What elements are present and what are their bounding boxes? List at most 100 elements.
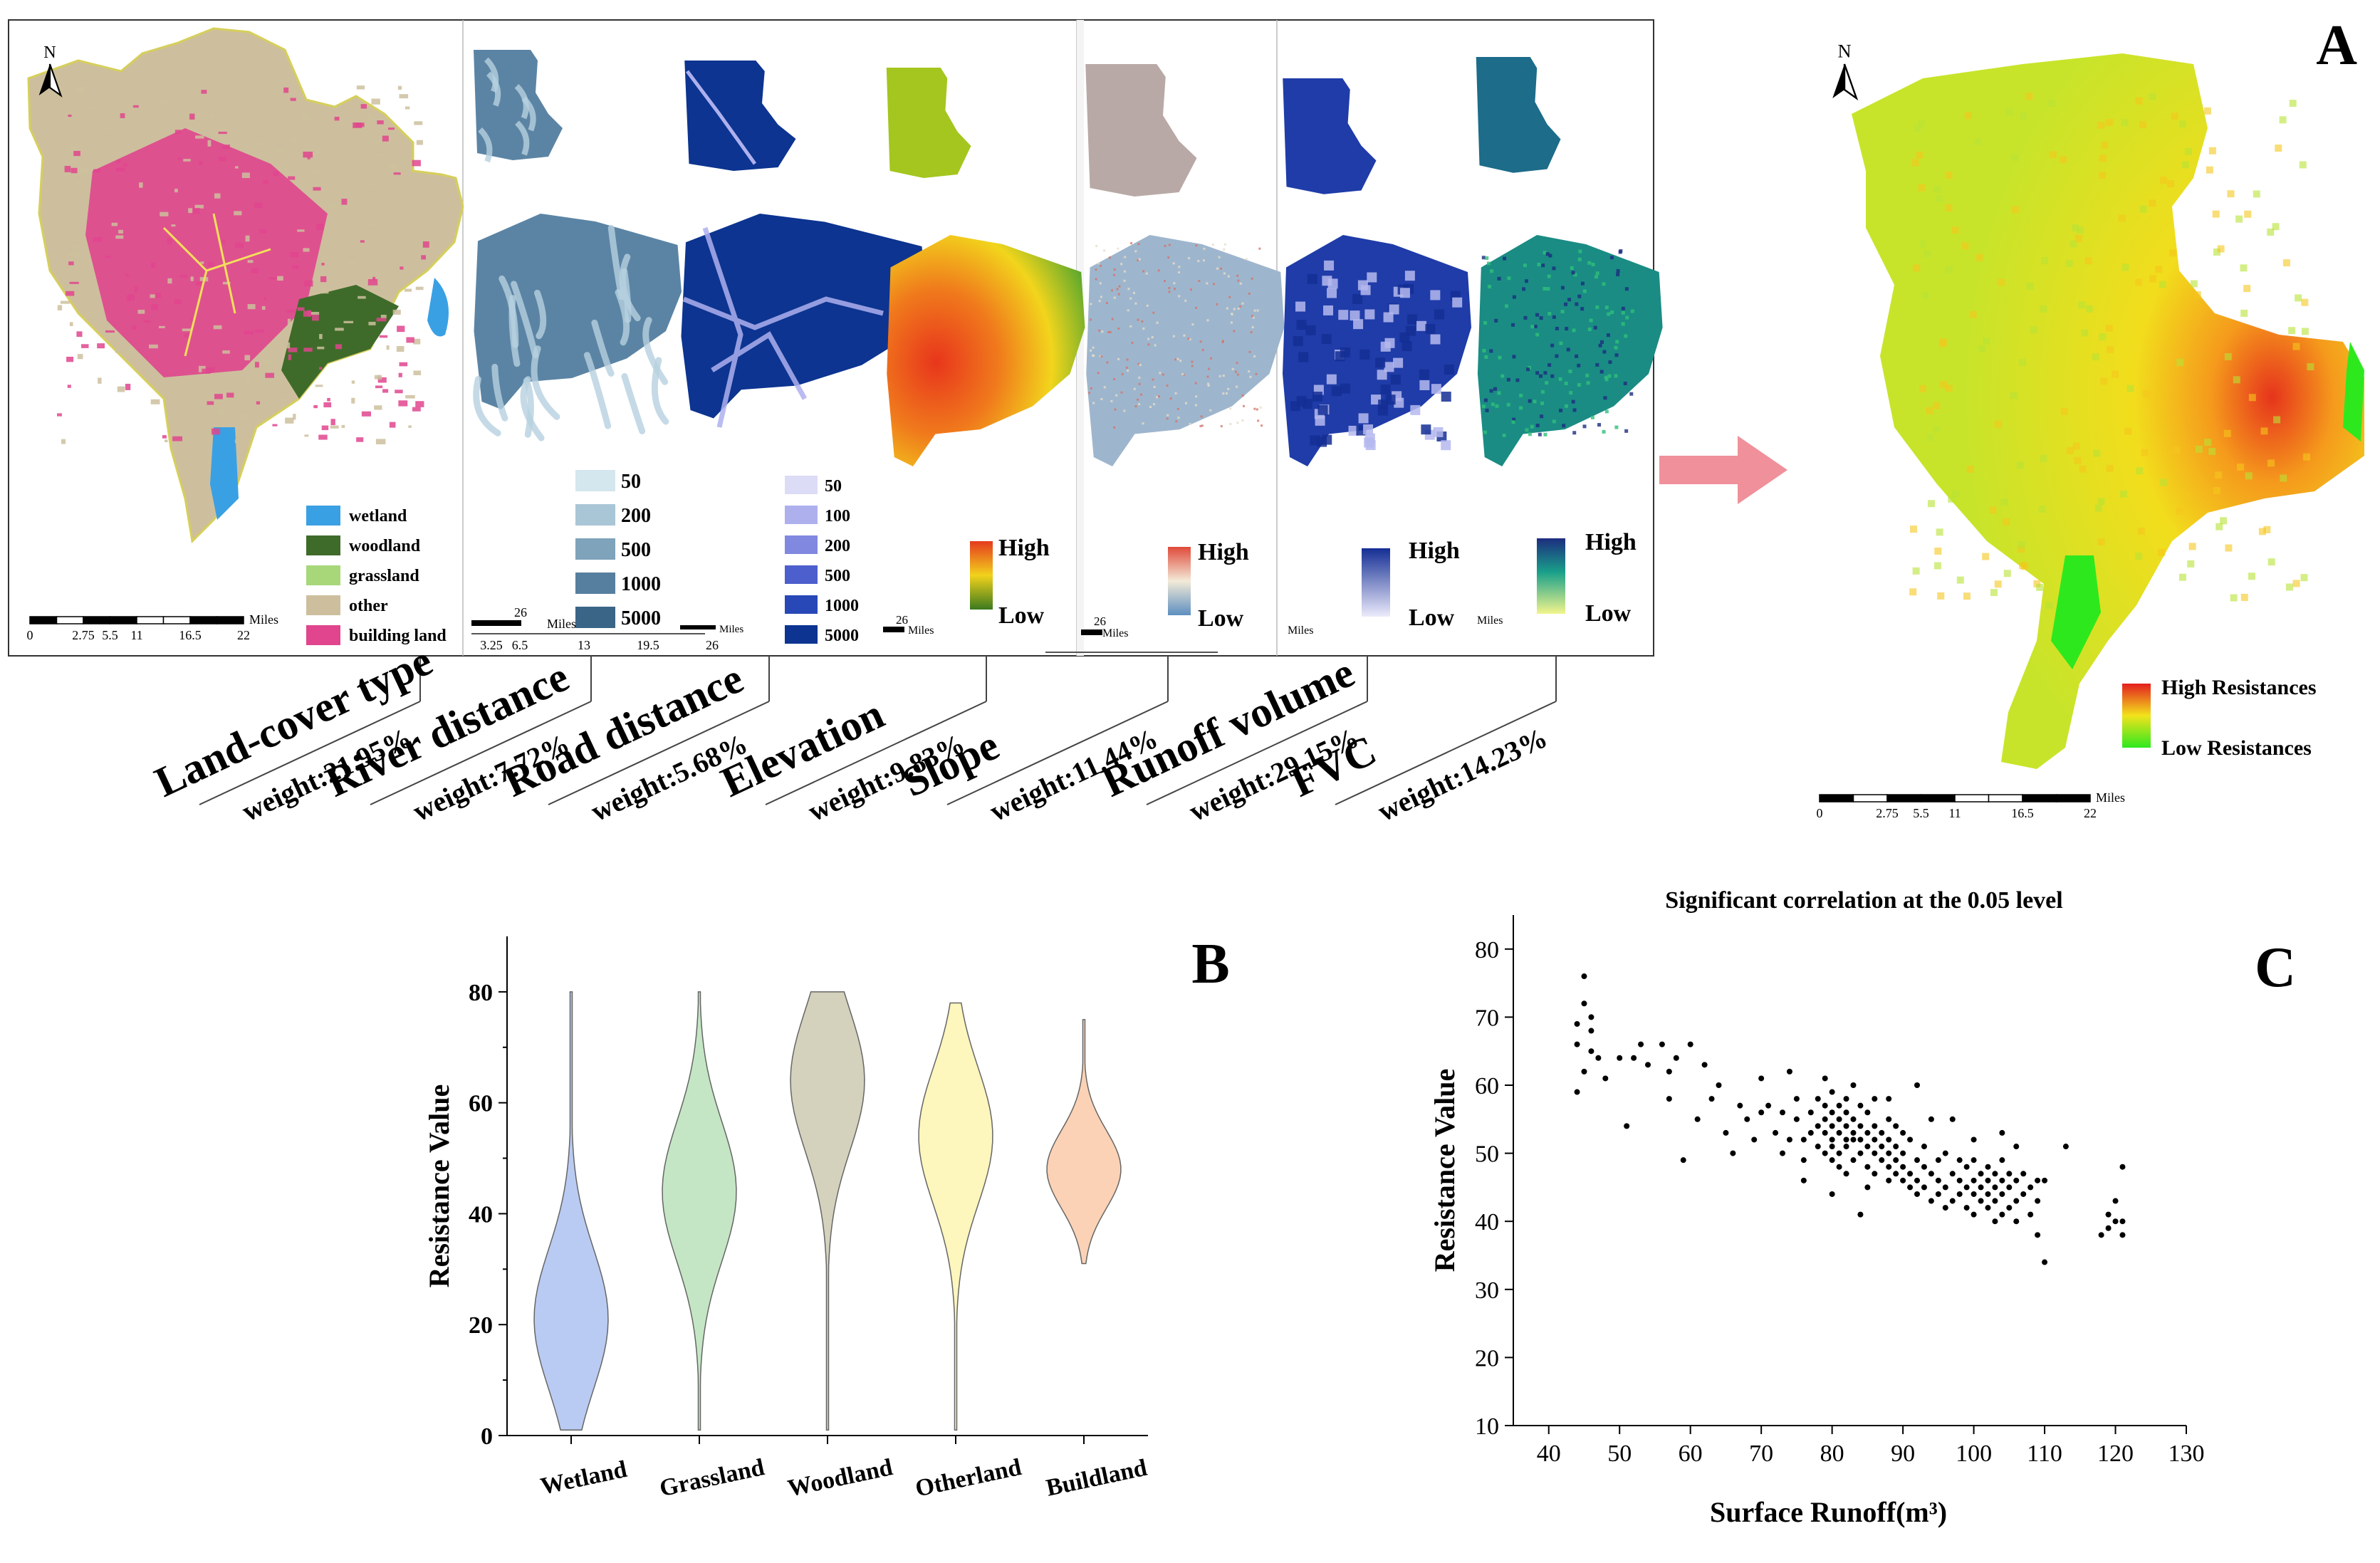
scatter-point <box>2112 1218 2119 1225</box>
fvc-speckle <box>1564 404 1568 408</box>
landcover-patch <box>71 167 78 174</box>
slope-speckle <box>1184 402 1187 404</box>
ramp-low: Low <box>1409 605 1455 631</box>
slope-speckle <box>1142 327 1145 330</box>
scatter-point <box>1872 1136 1878 1143</box>
runoff-cell <box>1360 285 1371 296</box>
scatter-point <box>1900 1164 1906 1170</box>
resistance-cell <box>2184 147 2192 155</box>
landcover-patch <box>325 207 335 209</box>
landcover-patch <box>254 362 259 368</box>
scatter-point <box>1617 1055 1623 1061</box>
slope-speckle <box>1113 426 1116 429</box>
landcover-patch <box>368 321 376 325</box>
landcover-patch <box>307 310 311 317</box>
runoff-cell <box>1430 334 1441 345</box>
scale-segment <box>216 616 244 624</box>
scatter-point <box>1992 1198 1998 1204</box>
landcover-patch <box>117 386 125 392</box>
resistance-cell <box>2003 518 2010 526</box>
landcover-patch <box>286 309 296 313</box>
scatter-point <box>1935 1157 1941 1164</box>
slope-speckle <box>1191 323 1194 326</box>
landcover-patch <box>286 342 291 349</box>
fvc-speckle <box>1602 282 1606 286</box>
resistance-cell <box>2159 281 2166 288</box>
slope-speckle <box>1132 291 1135 294</box>
slope-speckle <box>1222 392 1225 395</box>
fvc-speckle <box>1547 363 1552 367</box>
slope-speckle <box>1251 315 1253 318</box>
violin-shape <box>918 1002 993 1431</box>
landcover-patch <box>382 389 389 393</box>
runoff-cell <box>1322 276 1332 286</box>
fvc-speckle <box>1491 402 1495 407</box>
resistance-cell <box>1964 112 1972 120</box>
runoff-cell <box>1352 293 1363 304</box>
landcover-patch <box>64 165 71 172</box>
resistance-cell <box>1933 185 1941 193</box>
resistance-cell <box>2292 343 2300 350</box>
fvc-speckle <box>1494 318 1498 323</box>
resistance-cell <box>2093 449 2101 457</box>
resistance-cell <box>2038 506 2046 513</box>
slope-speckle <box>1207 385 1210 387</box>
landcover-patch <box>165 439 168 443</box>
scatter-point <box>1850 1116 1857 1122</box>
landcover-patch <box>297 229 305 232</box>
river-buffer <box>515 120 530 156</box>
fvc-speckle <box>1621 322 1625 326</box>
scatter-point <box>1574 1089 1580 1095</box>
resistance-cell <box>1926 407 1933 414</box>
runoff-cell <box>1383 312 1394 323</box>
scale-segment <box>1852 794 1888 803</box>
scatter-point <box>1716 1082 1722 1088</box>
fvc-speckle <box>1528 399 1532 403</box>
scatter-point <box>1857 1123 1864 1129</box>
runoff-cell <box>1315 415 1325 426</box>
runoff-cell <box>1416 320 1427 331</box>
resistance-cell <box>1916 151 1924 159</box>
north-arrow-icon: N <box>38 43 63 98</box>
runoff-cell <box>1312 392 1322 402</box>
slope-speckle <box>1249 375 1252 378</box>
runoff-cell <box>1431 384 1441 394</box>
north-arrow-icon: N <box>1832 40 1859 101</box>
slope-speckle <box>1137 243 1140 246</box>
slope-speckle <box>1207 382 1210 385</box>
ramp-low: Low <box>998 602 1045 629</box>
resistance-cell <box>2040 454 2047 462</box>
slope-speckle <box>1201 348 1204 351</box>
legend-swatch <box>575 607 615 628</box>
resistance-cell <box>2149 275 2157 283</box>
resistance-cell <box>2178 120 2186 128</box>
resistance-cell <box>1975 253 1983 261</box>
landcover-patch <box>115 235 124 239</box>
slope-speckle <box>1194 404 1197 407</box>
scatter-point <box>1765 1102 1772 1109</box>
runoff-cell <box>1326 374 1337 385</box>
resistance-cell <box>1909 588 1917 596</box>
scatter-point <box>1829 1089 1835 1095</box>
runoff-cell <box>1419 380 1430 390</box>
runoff-cell <box>1433 427 1444 437</box>
landcover-patch <box>251 268 259 273</box>
fvc-speckle <box>1608 360 1612 365</box>
fvc-speckle <box>1497 391 1501 395</box>
slope-speckle <box>1220 425 1223 428</box>
resistance-cell <box>2137 528 2145 535</box>
resistance-cell <box>2204 439 2212 446</box>
landcover-patch <box>375 385 383 389</box>
landcover-patch <box>105 330 115 333</box>
landcover-patch <box>263 180 268 184</box>
landcover-patch <box>355 122 365 127</box>
scatter-point <box>1822 1102 1828 1109</box>
resistance-cell <box>2092 353 2099 361</box>
fvc-speckle <box>1580 281 1585 286</box>
fvc-speckle <box>1558 377 1562 381</box>
resistance-cell <box>1919 385 1926 392</box>
runoff-cell <box>1327 288 1337 298</box>
north-arrow-right <box>1843 63 1859 101</box>
